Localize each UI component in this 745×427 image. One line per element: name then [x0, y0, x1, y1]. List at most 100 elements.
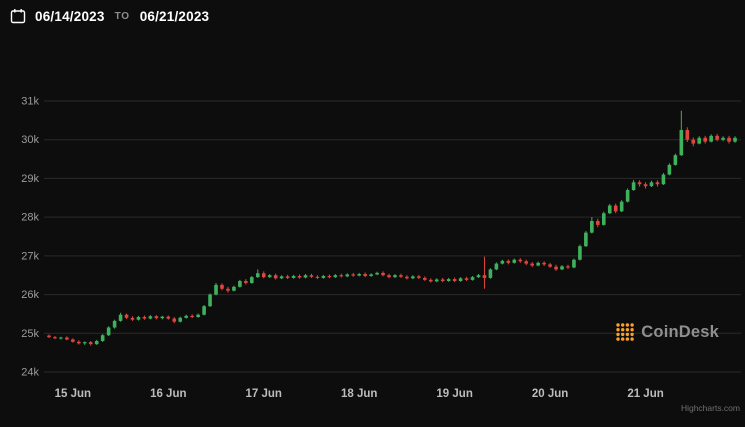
logo-dot	[621, 332, 625, 337]
date-range-picker[interactable]: 06/14/2023 TO 06/21/2023	[10, 8, 209, 24]
candle-body	[166, 316, 171, 319]
candle-body	[566, 266, 570, 268]
candle-body	[578, 246, 582, 260]
candle-body	[220, 284, 224, 289]
candle-body	[226, 288, 230, 291]
coindesk-logo-text: CoinDesk	[641, 322, 719, 341]
candle-body	[619, 201, 624, 212]
candle-body	[613, 205, 618, 212]
candle-body	[500, 260, 505, 264]
logo-dot	[630, 328, 635, 332]
candle-body	[82, 342, 87, 344]
candle-body	[196, 314, 200, 318]
candle-body	[512, 259, 517, 263]
candle-body	[291, 275, 296, 278]
candle-body	[673, 155, 678, 165]
candle-body	[536, 262, 540, 266]
candle-body	[172, 318, 177, 322]
candle-body	[560, 266, 564, 270]
y-axis-label: 24k	[21, 367, 39, 379]
candle-body	[124, 314, 129, 318]
candle-body	[71, 339, 75, 342]
candle-body	[596, 221, 600, 225]
candle-body	[494, 263, 499, 270]
x-axis-label: 15 Jun	[55, 388, 91, 400]
candle-body	[685, 130, 690, 140]
coindesk-logo[interactable]: CoinDesk	[615, 322, 719, 342]
candle-body	[488, 269, 493, 278]
candle-body	[446, 279, 451, 282]
candle-body	[112, 320, 117, 328]
candle-body	[649, 182, 654, 187]
candle-body	[47, 335, 51, 338]
logo-dot	[630, 337, 635, 341]
candle-body	[405, 276, 409, 279]
candle-body	[476, 275, 481, 278]
candle-body	[333, 275, 338, 278]
candle-body	[106, 327, 111, 336]
logo-dot	[616, 323, 620, 327]
candle-body	[184, 315, 188, 318]
y-axis-label: 30k	[21, 134, 39, 146]
candle-body	[727, 137, 731, 142]
candle-body	[548, 264, 552, 267]
candle-body	[160, 316, 165, 319]
logo-dot	[616, 332, 620, 337]
coindesk-logo-icon	[616, 323, 635, 341]
candle-body	[721, 137, 725, 140]
logo-dot	[625, 337, 630, 341]
end-date: 06/21/2023	[139, 8, 210, 24]
candle-body	[250, 277, 254, 283]
candle-body	[572, 259, 576, 268]
y-axis-label: 29k	[21, 173, 39, 185]
candle-body	[381, 272, 385, 276]
candle-body	[94, 341, 99, 345]
candle-body	[130, 317, 135, 320]
candle-body	[399, 275, 403, 277]
candle-body	[351, 274, 356, 276]
highcharts-credit[interactable]: Highcharts.com	[680, 403, 740, 413]
candle-body	[315, 276, 320, 278]
candle-body	[255, 273, 260, 278]
candle-body	[327, 275, 332, 278]
candle-body	[88, 342, 93, 345]
candle-body	[411, 276, 415, 279]
candle-body	[715, 135, 719, 140]
candle-body	[607, 205, 612, 214]
candle-body	[375, 272, 379, 275]
candle-body	[297, 275, 302, 278]
start-date: 06/14/2023	[35, 8, 105, 24]
candle-body	[285, 276, 290, 278]
logo-dot	[630, 323, 635, 327]
candle-body	[238, 281, 242, 287]
logo-dot	[621, 323, 625, 327]
candle-body	[440, 279, 445, 282]
candle-body	[506, 260, 511, 263]
candle-body	[530, 263, 534, 266]
logo-dot	[621, 328, 625, 332]
x-axis-label: 17 Jun	[246, 388, 282, 400]
logo-dot	[621, 337, 625, 341]
candle-body	[267, 275, 272, 278]
candle-body	[357, 274, 361, 276]
x-axis-label: 21 Jun	[627, 388, 663, 400]
candle-body	[369, 274, 373, 276]
candle-body	[691, 139, 696, 144]
y-axis-label: 31k	[21, 96, 39, 108]
logo-dot	[625, 323, 630, 327]
candle-body	[584, 232, 588, 247]
candle-body	[601, 213, 606, 225]
logo-dot	[630, 332, 635, 337]
candle-body	[655, 182, 660, 185]
candle-body	[53, 337, 57, 339]
candle-body	[423, 277, 427, 280]
candle-body	[393, 275, 397, 278]
x-axis-label: 20 Jun	[532, 388, 568, 400]
y-axis-label: 26k	[21, 289, 39, 301]
candle-body	[697, 137, 702, 144]
candle-body	[554, 266, 558, 270]
candle-body	[458, 278, 463, 282]
candle-body	[154, 316, 159, 319]
y-axis-label: 27k	[21, 250, 39, 262]
